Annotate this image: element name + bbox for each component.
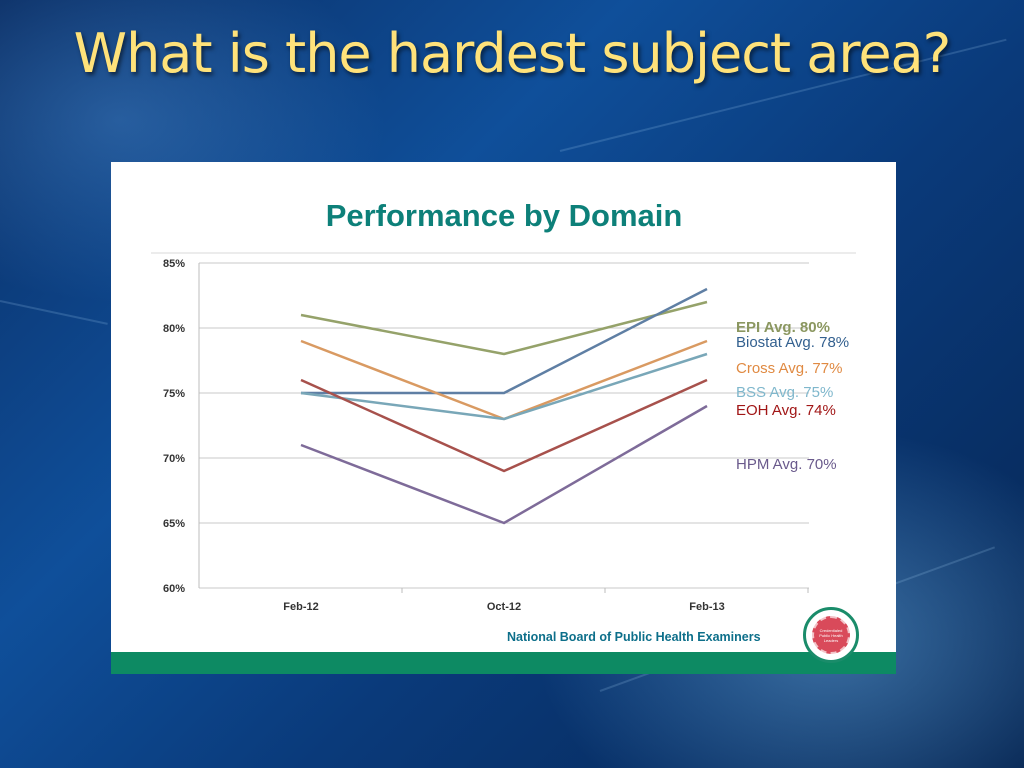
footer-bar	[111, 652, 896, 674]
y-tick-label: 85%	[163, 258, 185, 270]
series-line-hpm	[300, 404, 708, 525]
chart-title: Performance by Domain	[326, 198, 683, 233]
series-line-eoh	[300, 378, 708, 473]
line-chart: Performance by Domain 60% 65% 70% 75% 80% 85%…	[151, 198, 856, 613]
x-tick-label: Feb-13	[689, 601, 724, 613]
series-line-biostat	[301, 287, 708, 395]
series-line-bss	[300, 352, 708, 421]
x-tick-label: Feb-12	[283, 601, 318, 613]
series-label-cross: Cross Avg. 77%	[736, 360, 842, 377]
series-line-epi	[300, 300, 708, 356]
seal-text: Credentialed Public Health Leaders	[819, 628, 843, 643]
y-tick-label: 80%	[163, 323, 185, 335]
y-tick-label: 75%	[163, 388, 185, 400]
y-tick-label: 65%	[163, 518, 185, 530]
series-label-hpm: HPM Avg. 70%	[736, 456, 837, 473]
y-tick-label: 60%	[163, 583, 185, 595]
slide-title: What is the hardest subject area?	[73, 22, 952, 85]
organization-seal-icon: Credentialed Public Health Leaders	[803, 607, 859, 663]
series-label-bss: BSS Avg. 75%	[736, 384, 833, 401]
organization-name: National Board of Public Health Examiner…	[507, 630, 761, 644]
series-label-epi: EPI Avg. 80%	[736, 319, 830, 336]
y-tick-label: 70%	[163, 453, 185, 465]
series-label-biostat: Biostat Avg. 78%	[736, 334, 849, 351]
series-label-eoh: EOH Avg. 74%	[736, 402, 836, 419]
x-tick-label: Oct-12	[487, 601, 521, 613]
chart-panel: Performance by Domain 60% 65% 70% 75% 80% 85%…	[111, 162, 896, 674]
